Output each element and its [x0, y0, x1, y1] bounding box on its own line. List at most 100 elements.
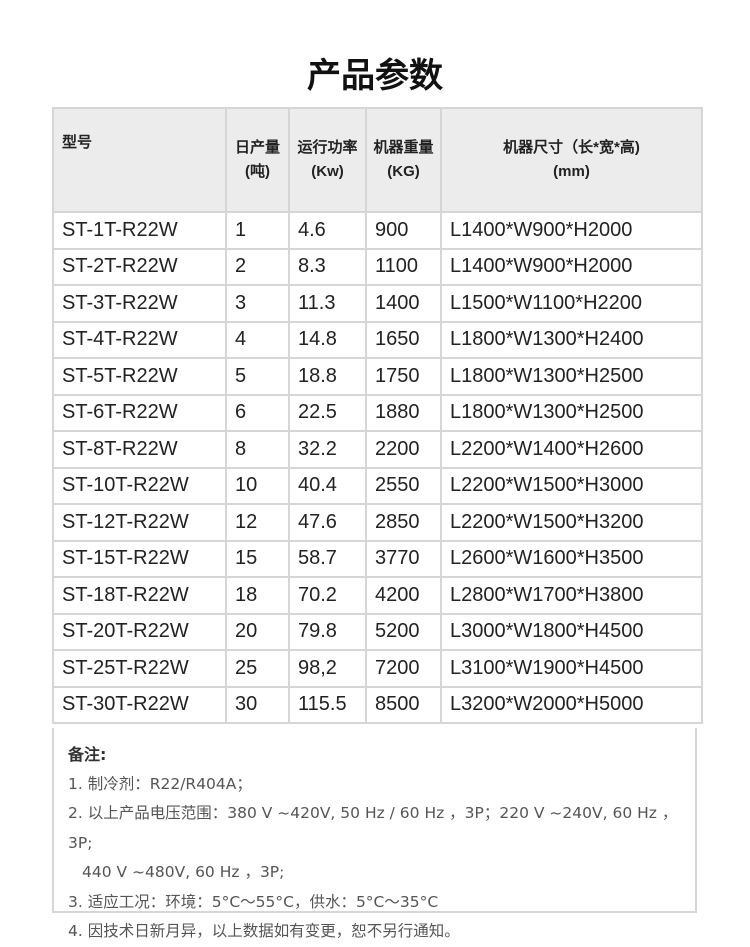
table-row: ST-6T-R22W 6 22.5 1880 L1800*W1300*H2500: [52, 393, 703, 432]
table-row: ST-18T-R22W 18 70.2 4200 L2800*W1700*H3800: [52, 576, 703, 615]
table-cell: L1800*W1300*H2400: [440, 320, 703, 359]
table-cell: 98,2: [288, 649, 367, 688]
column-header: 运行功率 (Kw): [288, 107, 367, 213]
table-row: ST-3T-R22W 3 11.3 1400 L1500*W1100*H2200: [52, 284, 703, 323]
note-line: 1. 制冷剂：R22/R404A；: [68, 774, 252, 793]
table-cell: 4.6: [288, 211, 367, 250]
table-cell: 8.3: [288, 247, 367, 286]
note-line: 2. 以上产品电压范围：380 V ~420V, 50 Hz / 60 Hz ，…: [68, 804, 678, 852]
table-cell: 5: [225, 357, 290, 396]
table-cell: L2800*W1700*H3800: [440, 576, 703, 615]
table-cell: 7200: [365, 649, 442, 688]
table-header-row: 型号 日产量 (吨) 运行功率 (Kw) 机器重量 (KG) 机器尺寸（长*宽*高) (mm): [52, 107, 703, 213]
table-cell: ST-2T-R22W: [52, 247, 227, 286]
table-cell: ST-12T-R22W: [52, 503, 227, 542]
table-cell: 1750: [365, 357, 442, 396]
table-cell: 900: [365, 211, 442, 250]
column-header-text: (KG): [387, 163, 420, 180]
table-cell: L3000*W1800*H4500: [440, 612, 703, 651]
column-header: 型号: [52, 107, 227, 213]
column-header: 机器尺寸（长*宽*高) (mm): [440, 107, 703, 213]
table-row: ST-25T-R22W 25 98,2 7200 L3100*W1900*H4500: [52, 649, 703, 688]
table-cell: 2550: [365, 466, 442, 505]
table-cell: 70.2: [288, 576, 367, 615]
table-cell: 18.8: [288, 357, 367, 396]
table-cell: 2850: [365, 503, 442, 542]
table-cell: 12: [225, 503, 290, 542]
table-cell: ST-1T-R22W: [52, 211, 227, 250]
table-cell: 8: [225, 430, 290, 469]
table-cell: 32.2: [288, 430, 367, 469]
column-header: 日产量 (吨): [225, 107, 290, 213]
table-cell: L1800*W1300*H2500: [440, 393, 703, 432]
table-row: ST-8T-R22W 8 32.2 2200 L2200*W1400*H2600: [52, 430, 703, 469]
table-cell: 18: [225, 576, 290, 615]
table-cell: 1100: [365, 247, 442, 286]
table-cell: 1880: [365, 393, 442, 432]
table-cell: ST-15T-R22W: [52, 539, 227, 578]
column-header-text: 运行功率: [297, 139, 358, 156]
table-cell: ST-6T-R22W: [52, 393, 227, 432]
table-cell: ST-30T-R22W: [52, 685, 227, 724]
column-header-text: 日产量: [234, 139, 280, 156]
table-cell: ST-20T-R22W: [52, 612, 227, 651]
table-cell: 47.6: [288, 503, 367, 542]
column-header-text: (mm): [553, 163, 590, 180]
table-cell: 11.3: [288, 284, 367, 323]
table-row: ST-15T-R22W 15 58.7 3770 L2600*W1600*H3500: [52, 539, 703, 578]
table-cell: L2200*W1500*H3200: [440, 503, 703, 542]
table-cell: ST-3T-R22W: [52, 284, 227, 323]
table-cell: L1400*W900*H2000: [440, 211, 703, 250]
table-cell: L2600*W1600*H3500: [440, 539, 703, 578]
table-cell: 1400: [365, 284, 442, 323]
column-header: 机器重量 (KG): [365, 107, 442, 213]
table-cell: 115.5: [288, 685, 367, 724]
table-cell: 5200: [365, 612, 442, 651]
table-cell: L1800*W1300*H2500: [440, 357, 703, 396]
table-cell: L2200*W1400*H2600: [440, 430, 703, 469]
table-cell: 1650: [365, 320, 442, 359]
column-header-text: 机器重量: [373, 139, 434, 156]
table-row: ST-2T-R22W 2 8.3 1100 L1400*W900*H2000: [52, 247, 703, 286]
table-row: ST-10T-R22W 10 40.4 2550 L2200*W1500*H3000: [52, 466, 703, 505]
table-cell: 15: [225, 539, 290, 578]
table-cell: 58.7: [288, 539, 367, 578]
table-cell: 2: [225, 247, 290, 286]
table-cell: 10: [225, 466, 290, 505]
table-cell: L1400*W900*H2000: [440, 247, 703, 286]
table-cell: ST-18T-R22W: [52, 576, 227, 615]
table-row: ST-5T-R22W 5 18.8 1750 L1800*W1300*H2500: [52, 357, 703, 396]
table-row: ST-4T-R22W 4 14.8 1650 L1800*W1300*H2400: [52, 320, 703, 359]
table-cell: 1: [225, 211, 290, 250]
table-row: ST-30T-R22W 30 115.5 8500 L3200*W2000*H5000: [52, 685, 703, 724]
table-cell: 4200: [365, 576, 442, 615]
table-cell: L1500*W1100*H2200: [440, 284, 703, 323]
table-cell: ST-8T-R22W: [52, 430, 227, 469]
column-header-text: 机器尺寸（长*宽*高): [503, 139, 640, 156]
table-cell: ST-10T-R22W: [52, 466, 227, 505]
table-cell: 2200: [365, 430, 442, 469]
table-cell: 8500: [365, 685, 442, 724]
table-cell: ST-25T-R22W: [52, 649, 227, 688]
table-cell: 6: [225, 393, 290, 432]
table-cell: L3100*W1900*H4500: [440, 649, 703, 688]
table-cell: 3: [225, 284, 290, 323]
table-row: ST-12T-R22W 12 47.6 2850 L2200*W1500*H3200: [52, 503, 703, 542]
column-header-text: (吨): [245, 163, 270, 180]
page-title: 产品参数: [307, 56, 443, 96]
table-cell: 20: [225, 612, 290, 651]
product-spec-table: 型号 日产量 (吨) 运行功率 (Kw) 机器重量 (KG) 机器尺寸（长*宽*高) (mm) …: [52, 107, 703, 724]
column-header-text: (Kw): [311, 163, 344, 180]
table-cell: 22.5: [288, 393, 367, 432]
table-cell: 40.4: [288, 466, 367, 505]
table-cell: 14.8: [288, 320, 367, 359]
table-cell: L2200*W1500*H3000: [440, 466, 703, 505]
table-row: ST-20T-R22W 20 79.8 5200 L3000*W1800*H4500: [52, 612, 703, 651]
note-line: 3. 适应工况：环境：5°C～55°C，供水：5°C～35°C: [68, 892, 439, 911]
table-cell: L3200*W2000*H5000: [440, 685, 703, 724]
note-line: 4. 因技术日新月异，以上数据如有变更，恕不另行通知。: [68, 922, 460, 940]
notes-box: 备注: 1. 制冷剂：R22/R404A； 2. 以上产品电压范围：380 V …: [52, 728, 697, 940]
table-cell: 30: [225, 685, 290, 724]
table-row: ST-1T-R22W 1 4.6 900 L1400*W900*H2000: [52, 211, 703, 250]
table-cell: ST-5T-R22W: [52, 357, 227, 396]
